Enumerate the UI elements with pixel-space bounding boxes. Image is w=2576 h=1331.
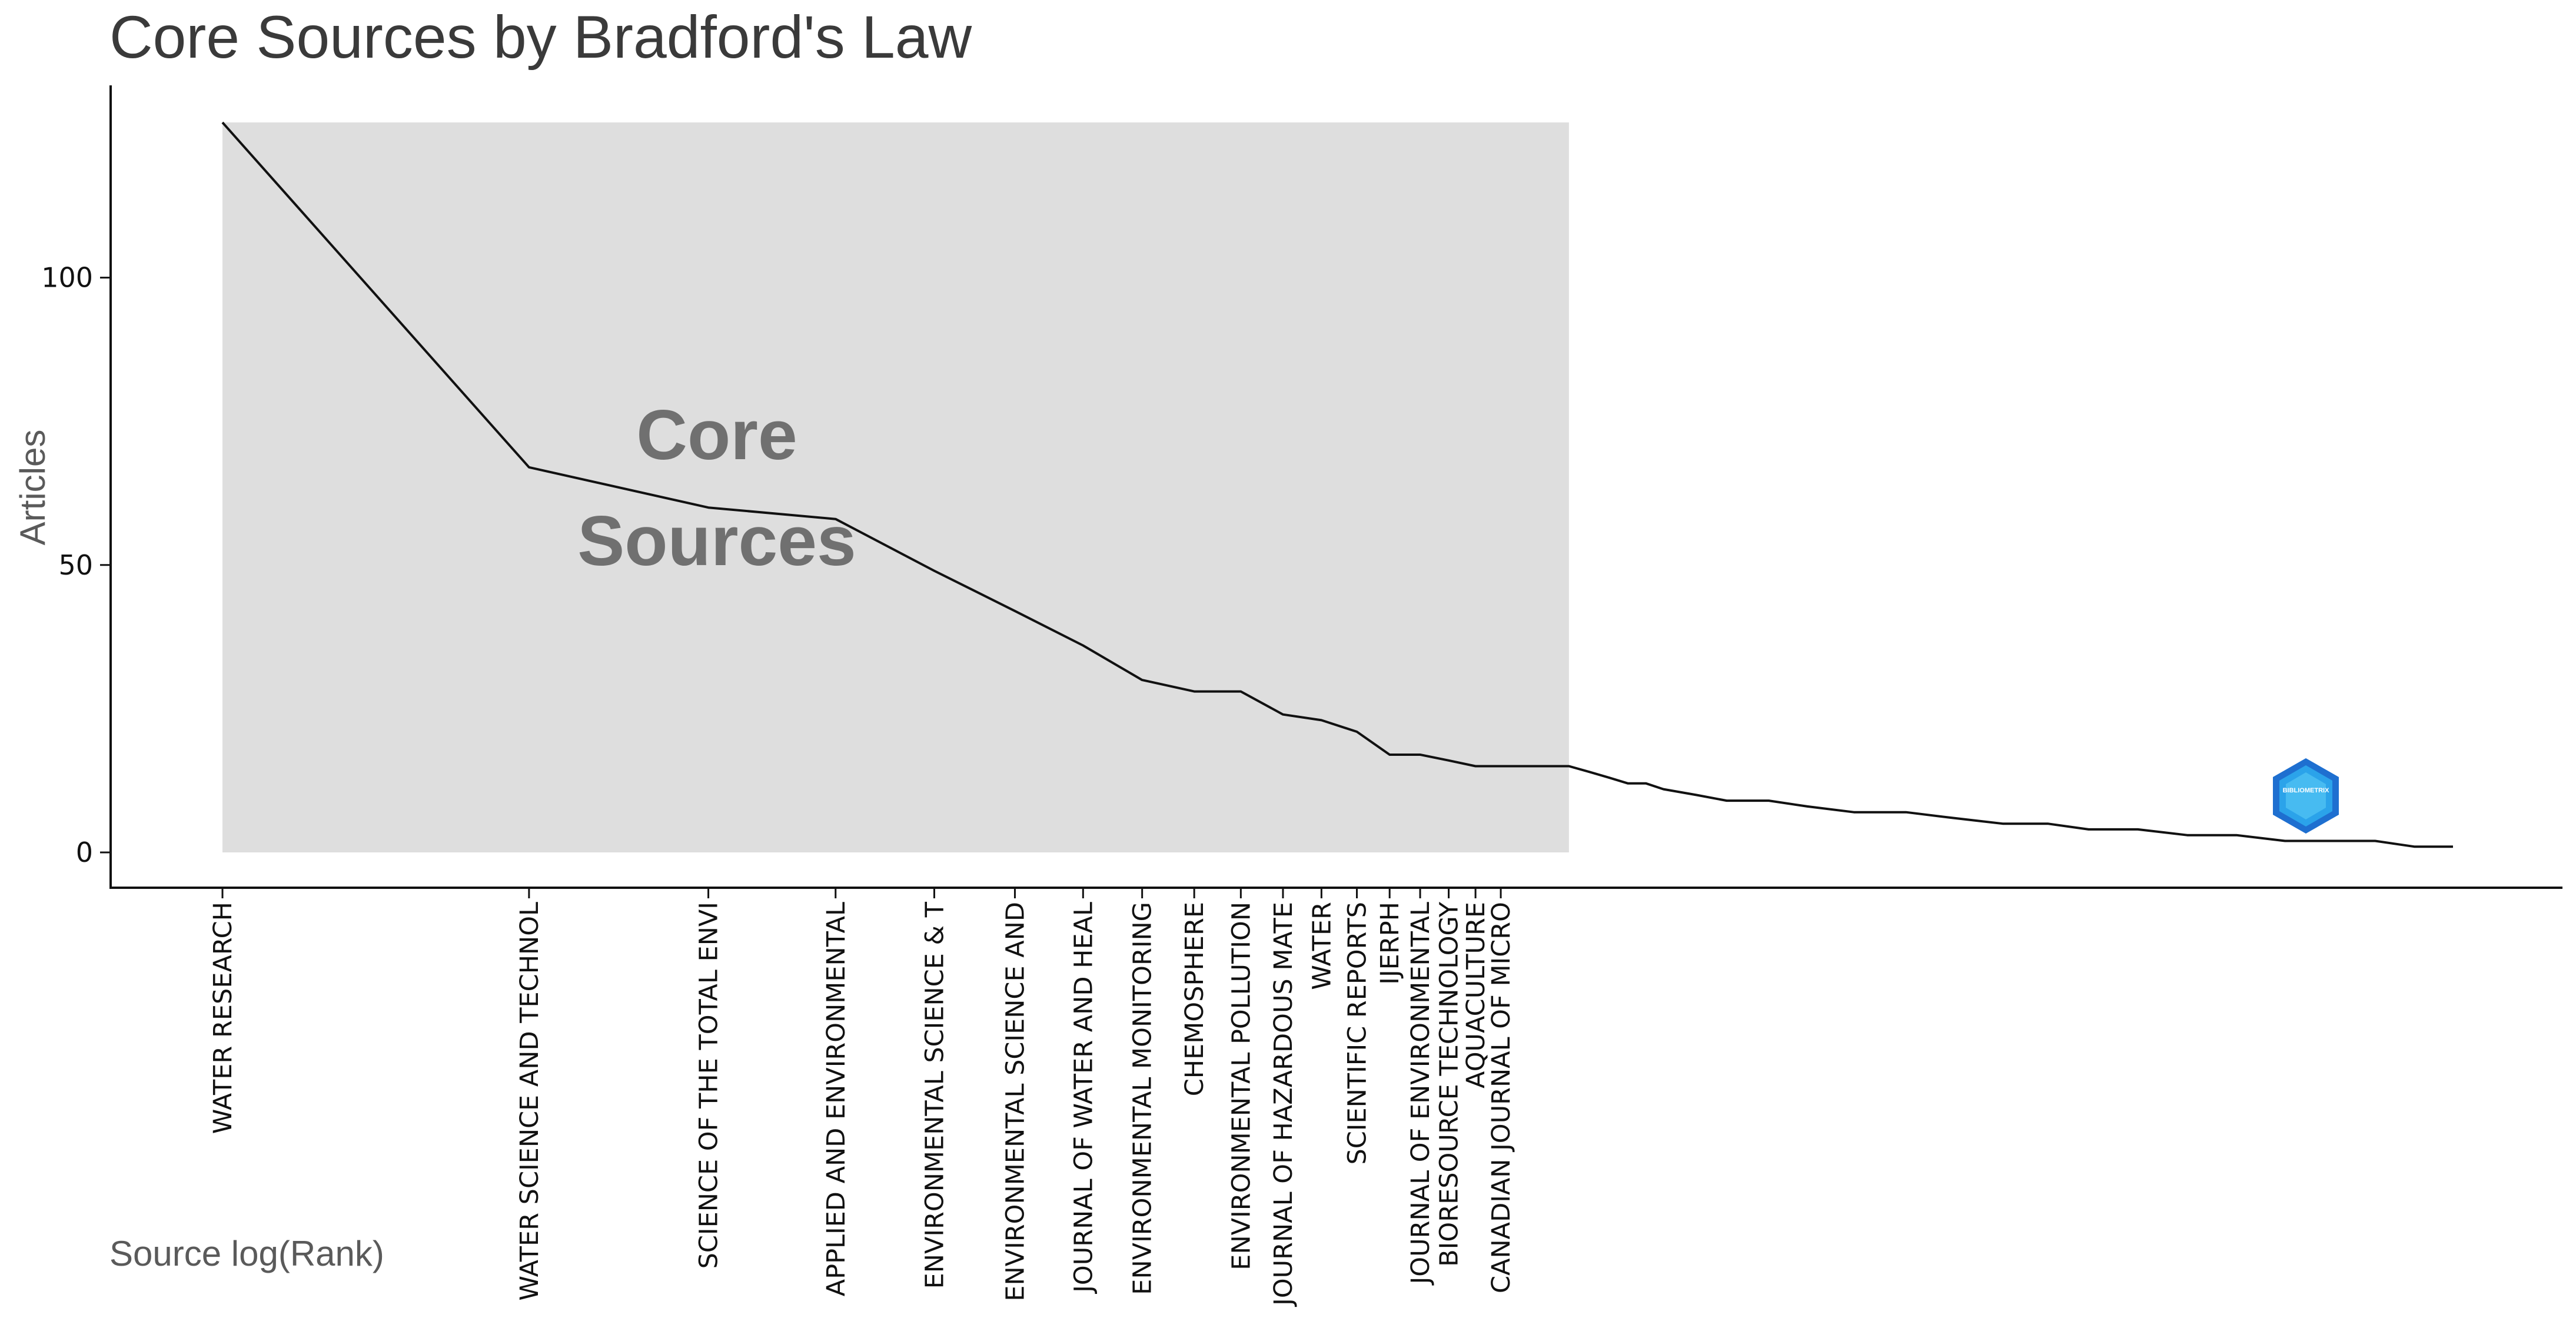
x-tick-label: ENVIRONMENTAL SCIENCE & T: [920, 901, 949, 1289]
y-tick-label: 50: [58, 549, 93, 581]
x-axis-title: Source log(Rank): [109, 1234, 384, 1273]
core-sources-zone: [222, 122, 1569, 852]
articles-line: [221, 121, 2453, 848]
x-tick-label: IJERPH: [1375, 902, 1405, 985]
x-tick-label: SCIENCE OF THE TOTAL ENVI: [694, 902, 724, 1269]
x-tick-label: WATER SCIENCE AND TECHNOL: [515, 902, 544, 1301]
core-label-line: Core: [636, 396, 797, 474]
bibliometrix-logo-icon: BIBLIOMETRIX: [2273, 758, 2339, 834]
y-tick-label: 0: [76, 837, 93, 868]
y-axis-title: Articles: [13, 430, 52, 546]
x-axis-ticks: WATER RESEARCH WATER SCIENCE AND TECHNOL S…: [208, 888, 1516, 1307]
core-label-line: Sources: [577, 502, 856, 580]
y-tick-label: 100: [41, 262, 93, 294]
x-tick-label: JOURNAL OF WATER AND HEAL: [1069, 902, 1098, 1295]
x-tick-label: ENVIRONMENTAL SCIENCE AND: [1001, 902, 1030, 1302]
chart-title: Core Sources by Bradford's Law: [109, 4, 972, 71]
x-tick-label: CHEMOSPHERE: [1180, 902, 1209, 1096]
x-tick-label: JOURNAL OF ENVIRONMENTAL: [1406, 902, 1435, 1286]
x-tick-label: AQUACULTURE: [1461, 902, 1491, 1088]
x-tick-label: APPLIED AND ENVIRONMENTAL: [822, 902, 851, 1296]
x-tick-label: WATER RESEARCH: [208, 902, 238, 1134]
x-tick-label: ENVIRONMENTAL MONITORING: [1128, 902, 1158, 1295]
core-sources-label: Core Sources: [577, 396, 856, 580]
logo-text: BIBLIOMETRIX: [2283, 787, 2329, 794]
x-tick-label: ENVIRONMENTAL POLLUTION: [1226, 902, 1256, 1270]
x-tick-label: BIORESOURCE TECHNOLOGY: [1435, 901, 1464, 1267]
x-tick-label: SCIENTIFIC REPORTS: [1342, 902, 1372, 1165]
y-axis-ticks: 0 50 100: [41, 262, 111, 868]
x-tick-label: CANADIAN JOURNAL OF MICRO: [1487, 902, 1516, 1293]
x-tick-label: WATER: [1307, 902, 1337, 990]
x-tick-label: JOURNAL OF HAZARDOUS MATE: [1269, 902, 1298, 1307]
